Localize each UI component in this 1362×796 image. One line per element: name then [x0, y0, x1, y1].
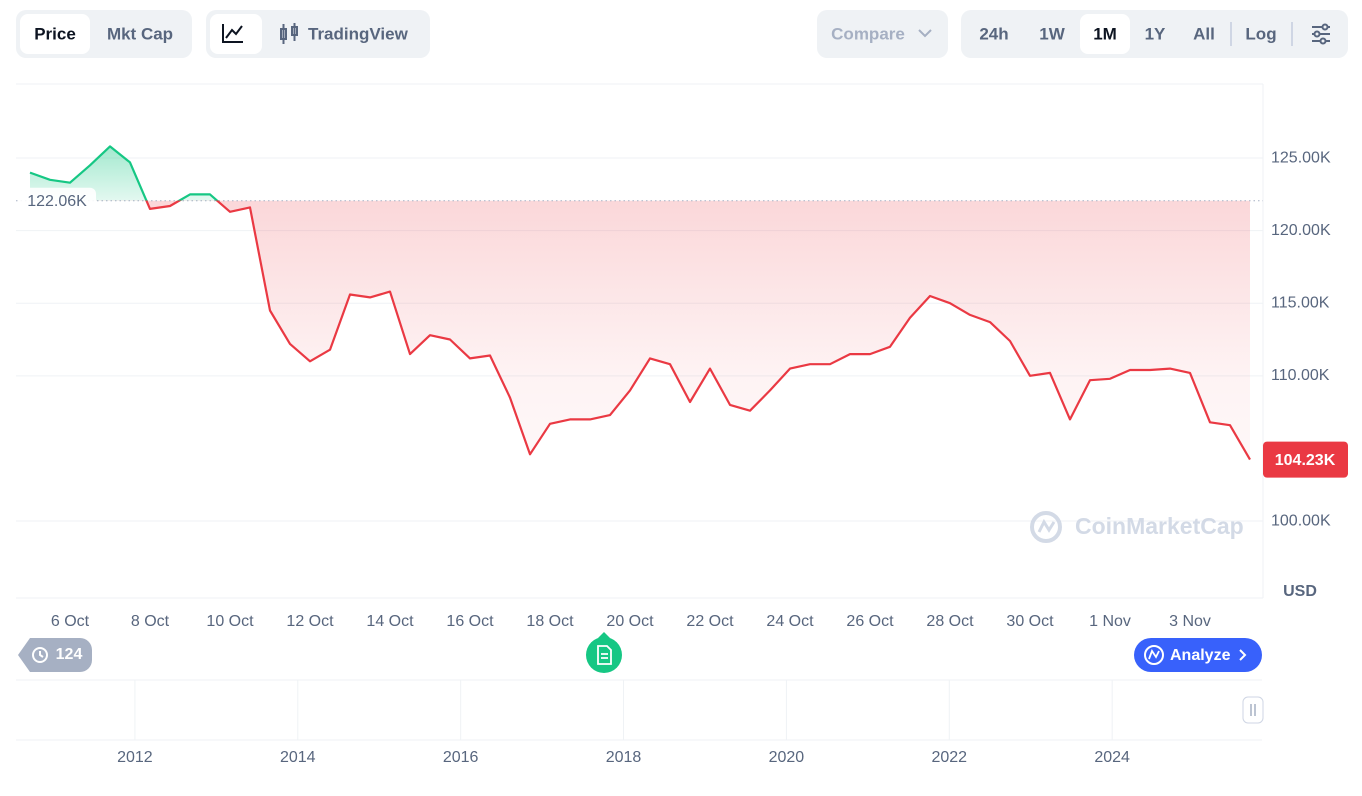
analyze-icon-mark: [1148, 649, 1160, 660]
analyze-icon: [1144, 645, 1164, 665]
x-tick-label: 30 Oct: [1006, 613, 1054, 630]
clock-icon: [32, 647, 48, 663]
range-buttons: 24h 1W 1M 1Y All: [979, 14, 1215, 54]
clock-hands: [39, 651, 44, 658]
candle-icon: [280, 23, 298, 44]
x-tick-label: 16 Oct: [446, 613, 494, 630]
log-button[interactable]: Log: [1245, 24, 1276, 43]
range-button[interactable]: 1Y: [1145, 24, 1166, 43]
y-tick-label: 100.00K: [1271, 512, 1331, 529]
y-tick-label: 120.00K: [1271, 222, 1331, 239]
watermark: CoinMarketCap: [1030, 511, 1244, 543]
navigator-tick-label: 2018: [606, 749, 642, 766]
x-tick-label: 6 Oct: [51, 613, 90, 630]
x-tick-label: 26 Oct: [846, 613, 894, 630]
x-tick-label: 8 Oct: [131, 613, 170, 630]
last-price-label: 104.23K: [1275, 452, 1336, 469]
compare-dropdown[interactable]: [817, 10, 948, 58]
currency-label: USD: [1283, 583, 1317, 600]
note-icon: [597, 645, 612, 665]
range-button[interactable]: 1M: [1093, 24, 1117, 43]
note-marker[interactable]: [586, 637, 622, 673]
navigator-handle[interactable]: [1242, 696, 1264, 724]
navigator-tick-label: 2022: [931, 749, 967, 766]
range-group: [961, 10, 1348, 58]
x-tick-label: 10 Oct: [206, 613, 254, 630]
history-badge[interactable]: [18, 638, 92, 672]
y-tick-label: 125.00K: [1271, 149, 1331, 166]
compare-label: Compare: [831, 24, 905, 43]
y-tick-label: 115.00K: [1271, 294, 1330, 311]
price-area: [30, 146, 1250, 460]
watermark-logo: [1030, 511, 1062, 543]
baseline-label: 122.06K: [27, 193, 87, 210]
chevron: [1239, 649, 1247, 661]
note-pointer: [598, 632, 610, 638]
navigator-tick-label: 2024: [1094, 749, 1130, 766]
chevron: [918, 29, 932, 38]
line-icon: [222, 24, 243, 43]
x-tick-label: 18 Oct: [526, 613, 574, 630]
x-tick-label: 14 Oct: [366, 613, 414, 630]
x-tick-label: 20 Oct: [606, 613, 654, 630]
analyze-button[interactable]: [1134, 638, 1262, 672]
mktcap-tab[interactable]: Mkt Cap: [107, 24, 173, 43]
range-button[interactable]: 24h: [979, 24, 1008, 43]
baseline-label-bg: [18, 187, 96, 214]
x-tick-label: 12 Oct: [286, 613, 334, 630]
active-range[interactable]: [1080, 14, 1130, 54]
history-count: 124: [56, 646, 83, 663]
navigator-tick-label: 2014: [280, 749, 316, 766]
navigator: 2012 2014 2016 2018 2020 2022 2024: [117, 680, 1130, 766]
last-price-tag: [1263, 441, 1348, 478]
navigator-tick-label: 2016: [443, 749, 479, 766]
price-line: [29, 145, 1251, 461]
watermark-logo-mark: [1037, 518, 1056, 533]
navigator-tick-label: 2012: [117, 749, 153, 766]
price-tab[interactable]: Price: [34, 24, 76, 43]
x-tick-label: 28 Oct: [926, 613, 974, 630]
navigator-tick-label: 2020: [769, 749, 805, 766]
watermark-text: CoinMarketCap: [1075, 513, 1244, 539]
handle-grip: [1250, 704, 1256, 716]
x-tick-label: 1 Nov: [1089, 613, 1131, 630]
x-tick-label: 22 Oct: [686, 613, 734, 630]
settings-icon[interactable]: [1312, 23, 1330, 45]
tradingview-button[interactable]: TradingView: [308, 24, 409, 43]
active-tab[interactable]: [20, 14, 90, 54]
x-tick-label: 24 Oct: [766, 613, 814, 630]
x-tick-label: 3 Nov: [1169, 613, 1211, 630]
y-tick-label: 110.00K: [1271, 367, 1330, 384]
plot: 122.06K 104.23K: [16, 145, 1348, 478]
range-button[interactable]: All: [1193, 24, 1215, 43]
range-button[interactable]: 1W: [1039, 24, 1065, 43]
analyze-label: Analyze: [1170, 647, 1231, 664]
